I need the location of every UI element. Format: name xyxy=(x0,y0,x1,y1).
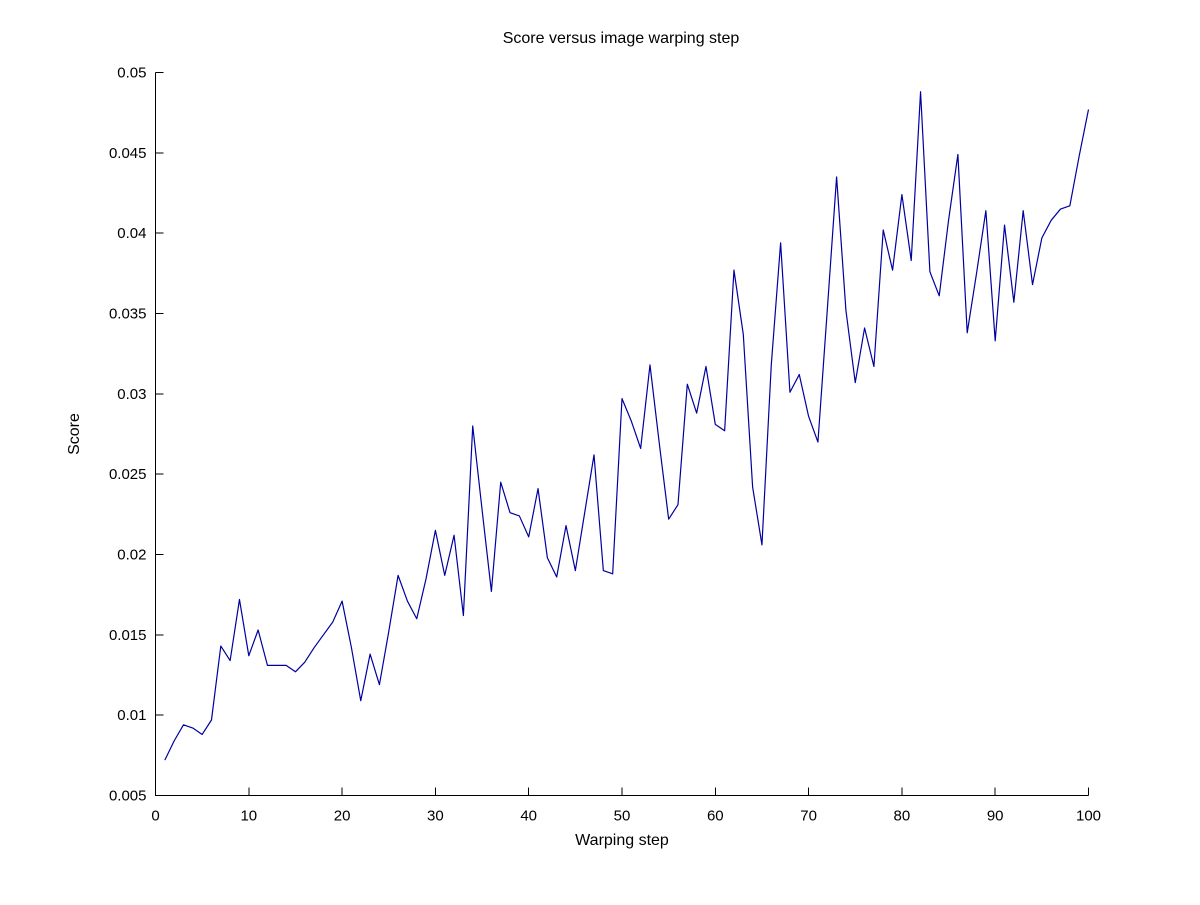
y-tick-label: 0.005 xyxy=(109,788,147,805)
y-tick-label: 0.015 xyxy=(109,627,147,644)
axes: 0 10 20 30 40 50 60 70 80 90 100 0.005 0.01 0.015 0.02… xyxy=(109,65,1101,825)
y-tick-label: 0.05 xyxy=(117,65,146,82)
x-tick-label: 40 xyxy=(520,808,537,825)
y-tick-label: 0.025 xyxy=(109,466,147,483)
y-axis-label: Score xyxy=(66,413,83,455)
x-tick-label: 80 xyxy=(894,808,911,825)
score-line xyxy=(164,91,1090,761)
x-tick-label: 0 xyxy=(151,808,159,825)
y-tick-label: 0.03 xyxy=(117,386,146,403)
y-tick-label: 0.045 xyxy=(109,145,147,162)
plot-line-layer xyxy=(164,91,1090,761)
x-axis-label: Warping step xyxy=(575,832,669,849)
y-tick-label: 0.04 xyxy=(117,225,146,242)
x-tick-label: 70 xyxy=(800,808,817,825)
x-tick-label: 100 xyxy=(1076,808,1101,825)
x-tick-label: 50 xyxy=(614,808,631,825)
axis-lines xyxy=(155,72,1089,796)
y-tick-label: 0.02 xyxy=(117,547,146,564)
y-tick-label: 0.035 xyxy=(109,306,147,323)
chart-title: Score versus image warping step xyxy=(503,30,740,47)
y-tick-label: 0.01 xyxy=(117,707,146,724)
x-tick-label: 10 xyxy=(240,808,257,825)
x-tick-label: 30 xyxy=(427,808,444,825)
x-tick-label: 20 xyxy=(334,808,351,825)
x-tick-label: 60 xyxy=(707,808,724,825)
x-tick-label: 90 xyxy=(987,808,1004,825)
